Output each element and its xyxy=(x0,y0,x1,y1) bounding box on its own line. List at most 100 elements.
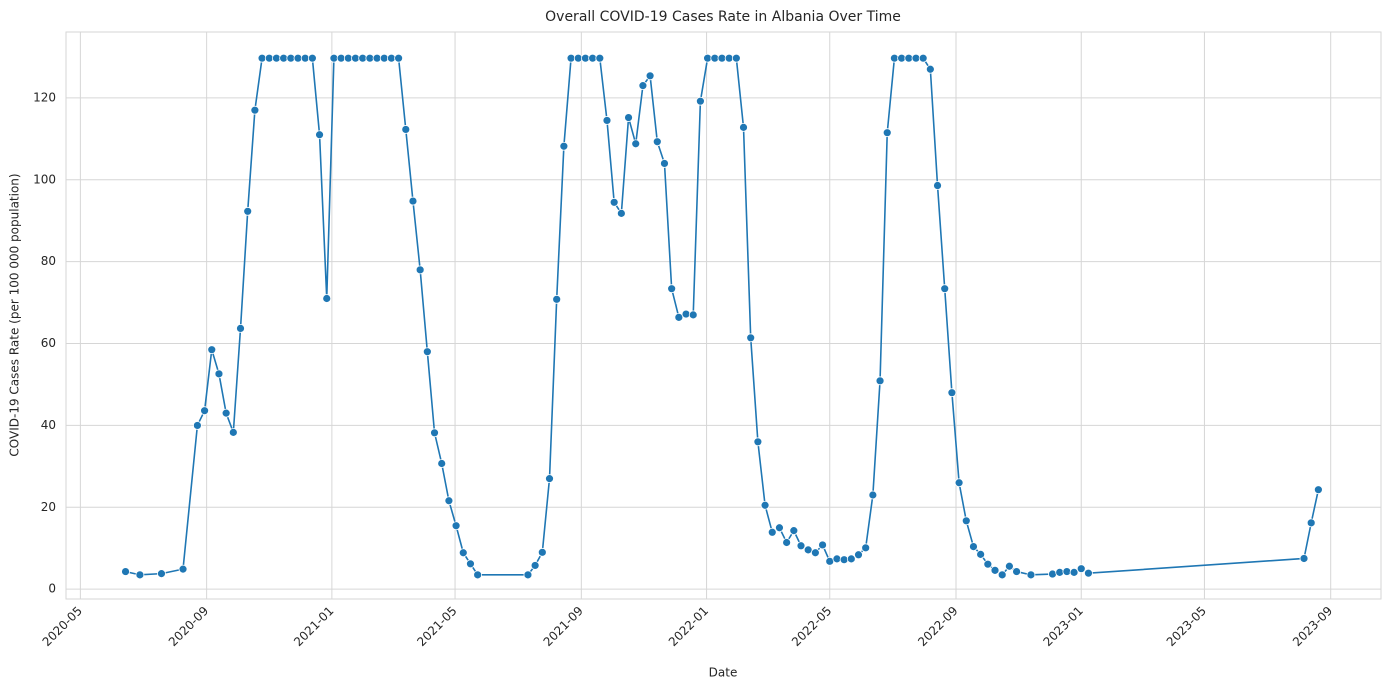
data-point xyxy=(882,128,892,138)
data-point xyxy=(1026,570,1036,580)
data-point xyxy=(767,527,777,537)
x-tick-label: 2020-09 xyxy=(166,604,211,649)
x-tick-label: 2023-05 xyxy=(1164,604,1209,649)
data-point xyxy=(552,294,562,304)
data-point xyxy=(437,459,447,468)
data-point xyxy=(616,208,626,218)
plot-frame xyxy=(65,31,1382,600)
data-point xyxy=(178,564,188,574)
y-tick-label: 20 xyxy=(41,500,56,514)
data-point xyxy=(458,548,468,558)
data-point xyxy=(918,53,928,63)
data-point xyxy=(731,53,741,63)
data-point xyxy=(846,554,856,564)
x-tick-label: 2022-01 xyxy=(666,604,711,649)
data-point xyxy=(681,309,691,319)
data-point xyxy=(214,369,224,379)
data-point xyxy=(810,548,820,558)
data-point xyxy=(983,559,993,569)
data-point xyxy=(602,116,612,125)
data-point xyxy=(200,406,209,416)
data-point xyxy=(609,197,619,207)
data-point xyxy=(1313,485,1323,495)
x-tick-label: 2023-09 xyxy=(1290,604,1335,649)
data-point xyxy=(947,388,957,398)
x-tick-label: 2023-01 xyxy=(1040,604,1085,649)
data-point xyxy=(638,81,648,91)
data-point xyxy=(1048,569,1057,579)
data-point xyxy=(530,561,540,570)
data-point xyxy=(207,345,217,355)
data-point xyxy=(739,122,748,132)
data-point xyxy=(1062,567,1072,576)
data-point xyxy=(422,347,432,357)
data-point xyxy=(976,549,986,559)
data-point xyxy=(192,421,202,430)
data-point xyxy=(415,265,425,275)
data-point xyxy=(243,206,253,216)
data-point xyxy=(1004,561,1014,571)
x-tick-label: 2022-05 xyxy=(789,604,834,649)
data-point xyxy=(307,53,317,63)
data-point xyxy=(1299,554,1309,563)
data-point xyxy=(674,312,684,322)
y-tick-label: 120 xyxy=(33,90,56,104)
data-point xyxy=(746,333,756,343)
data-point xyxy=(228,427,238,437)
data-point xyxy=(875,376,885,386)
data-point xyxy=(221,408,231,418)
data-point xyxy=(940,284,950,294)
data-point xyxy=(796,541,806,551)
data-point xyxy=(631,139,641,149)
y-tick-label: 0 xyxy=(48,582,56,596)
x-tick-label: 2021-05 xyxy=(414,604,459,649)
data-point xyxy=(1084,568,1093,578)
data-point xyxy=(818,540,827,550)
data-point xyxy=(839,555,849,565)
y-tick-label: 40 xyxy=(41,418,56,432)
data-point xyxy=(1055,567,1065,577)
data-point xyxy=(236,323,245,333)
data-point xyxy=(135,570,145,580)
data-point xyxy=(775,523,784,533)
data-point xyxy=(854,550,863,560)
x-tick-label: 2022-09 xyxy=(915,604,960,649)
data-point xyxy=(473,570,483,580)
data-point xyxy=(861,543,871,553)
data-point xyxy=(1306,518,1316,528)
data-point xyxy=(645,71,655,81)
data-point xyxy=(667,284,677,294)
data-point xyxy=(401,125,411,134)
data-point xyxy=(782,538,792,547)
data-point xyxy=(652,137,662,147)
data-point xyxy=(315,130,324,140)
data-point xyxy=(832,554,842,564)
data-point xyxy=(660,159,669,168)
data-point xyxy=(1076,564,1086,574)
x-axis-label: Date xyxy=(709,666,738,680)
data-point xyxy=(624,113,633,122)
data-point xyxy=(990,565,1000,575)
data-point xyxy=(753,437,763,447)
data-point xyxy=(1069,567,1079,577)
data-point xyxy=(444,496,454,506)
data-point xyxy=(868,490,878,500)
y-tick-label: 80 xyxy=(41,254,56,268)
data-point xyxy=(523,570,533,580)
data-point xyxy=(961,516,971,526)
data-point xyxy=(933,181,942,190)
data-point xyxy=(969,542,978,551)
data-point xyxy=(121,567,130,576)
chart-title: Overall COVID-19 Cases Rate in Albania O… xyxy=(545,9,901,25)
x-tick-label: 2021-01 xyxy=(291,604,336,649)
data-point xyxy=(545,474,554,484)
data-point xyxy=(789,526,799,536)
data-point xyxy=(451,521,461,531)
data-point xyxy=(997,570,1007,580)
data-point xyxy=(157,569,166,579)
y-axis-label: COVID-19 Cases Rate (per 100 000 populat… xyxy=(8,173,22,456)
x-tick-label: 2020-05 xyxy=(40,604,85,649)
data-point xyxy=(559,141,569,151)
data-point xyxy=(322,294,332,303)
